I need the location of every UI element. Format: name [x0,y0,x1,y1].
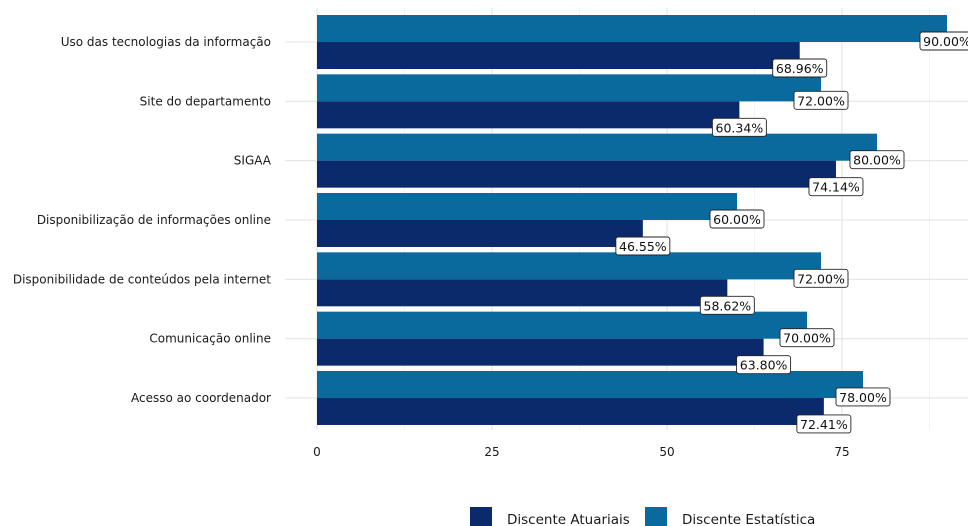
bar-estatistica [317,74,821,102]
bars [317,15,947,425]
category-label: Disponibilidade de conteúdos pela intern… [13,272,271,286]
data-label: 74.14% [808,177,864,197]
data-label: 90.00% [919,31,968,51]
x-tick-label: 50 [659,445,674,459]
category-label: Site do departamento [140,94,271,108]
data-label: 80.00% [849,150,905,170]
svg-text:68.96%: 68.96% [776,61,824,76]
svg-text:72.41%: 72.41% [800,417,848,432]
data-label: 60.00% [709,209,765,229]
category-label: Acesso ao coordenador [131,391,271,405]
category-label: Disponibilização de informações online [37,213,271,227]
data-label: 63.80% [736,355,792,375]
svg-text:58.62%: 58.62% [704,298,752,313]
bar-estatistica [317,192,737,220]
bar-estatistica [317,15,947,42]
svg-text:63.80%: 63.80% [740,358,788,373]
svg-text:46.55%: 46.55% [619,239,667,254]
category-labels: Uso das tecnologias da informação Site do… [13,35,272,405]
legend-swatch [470,507,492,526]
legend-item: Discente Estatística [645,507,815,526]
data-label: 60.34% [711,117,767,137]
bar-atuariais [317,160,836,188]
legend-item: Discente Atuariais [470,507,630,526]
x-tick-labels: 0 25 50 75 [313,445,849,459]
legend: Discente Atuariais Discente Estatística [470,507,815,526]
data-label: 58.62% [699,295,755,315]
svg-text:70.00%: 70.00% [783,331,831,346]
legend-label: Discente Estatística [682,512,815,526]
data-label: 72.41% [796,414,852,434]
svg-text:78.00%: 78.00% [839,390,887,405]
category-label: Comunicação online [149,332,271,346]
bar-atuariais [317,219,643,247]
bar-estatistica [317,133,877,161]
svg-text:60.34%: 60.34% [716,120,764,135]
data-label: 72.00% [793,268,849,288]
bar-atuariais [317,279,728,307]
svg-text:74.14%: 74.14% [812,180,860,195]
data-label: 68.96% [772,58,828,78]
svg-text:72.00%: 72.00% [797,271,845,286]
category-label: SIGAA [234,154,272,168]
x-tick-label: 25 [484,445,499,459]
svg-text:60.00%: 60.00% [713,212,761,227]
x-tick-label: 75 [834,445,849,459]
data-labels: 90.00% 68.96% 72.00% 60.34% 80.00% 74.14% 60.0… [615,31,968,434]
x-tick-label: 0 [313,445,321,459]
data-label: 72.00% [793,90,849,110]
data-label: 46.55% [615,236,671,256]
data-label: 78.00% [835,387,891,407]
bar-estatistica [317,311,807,339]
svg-text:72.00%: 72.00% [797,93,845,108]
legend-swatch [645,507,667,526]
svg-text:90.00%: 90.00% [923,34,968,49]
legend-label: Discente Atuariais [507,512,630,526]
bar-atuariais [317,397,824,425]
bar-atuariais [317,42,800,69]
bar-estatistica [317,252,821,280]
bar-atuariais [317,338,764,366]
bar-atuariais [317,101,740,129]
data-label: 70.00% [779,328,835,348]
category-label: Uso das tecnologias da informação [61,35,271,49]
svg-text:80.00%: 80.00% [853,153,901,168]
bar-estatistica [317,370,863,398]
